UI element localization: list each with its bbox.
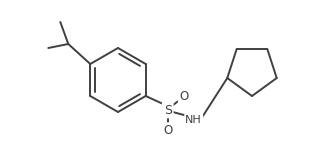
Text: O: O xyxy=(179,89,188,102)
Text: O: O xyxy=(163,123,172,136)
Text: NH: NH xyxy=(185,115,202,125)
Text: S: S xyxy=(164,103,172,116)
